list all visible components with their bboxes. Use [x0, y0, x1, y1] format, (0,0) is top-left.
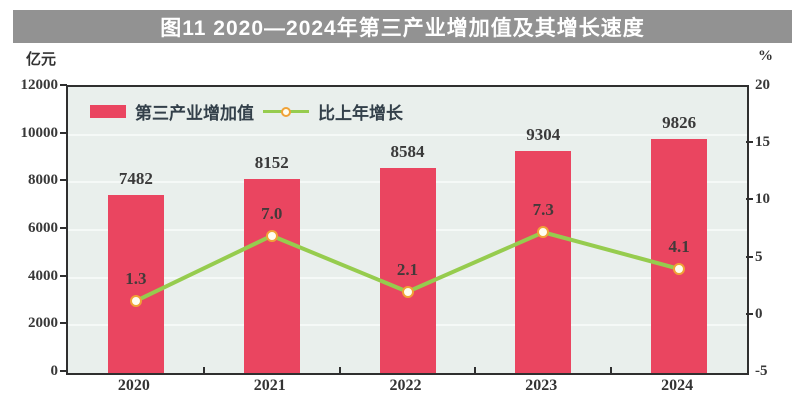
line-value-label: 4.1: [668, 236, 690, 256]
y2-axis-tick-label: 20: [755, 77, 770, 93]
x-axis-tick-label: 2020: [117, 377, 150, 394]
y-axis-tickmark: [60, 274, 67, 277]
x-axis-tick-label: 2021: [253, 377, 286, 394]
y-axis-tick-label: 6000: [28, 220, 58, 236]
plot-area: 第三产业增加值 比上年增长 7482 8152 8584 9304 9826 1.3 7.0…: [66, 85, 749, 375]
y2-axis-tick-label: -5: [755, 363, 768, 379]
figure-title: 图11 2020—2024年第三产业增加值及其增长速度: [160, 16, 645, 40]
y-axis-tick-label: 2000: [28, 315, 58, 332]
x-axis-tickmark: [202, 367, 205, 373]
y-axis-tick-label: 0: [50, 363, 59, 379]
y-axis-tickmark: [60, 179, 67, 182]
line-sample-marker-icon: [281, 107, 291, 117]
y2-axis-tickmark: [746, 255, 753, 258]
bar-value-label: 9304: [526, 125, 561, 145]
bar-series-swatch: [90, 105, 126, 118]
y2-axis-tickmark: [746, 198, 753, 201]
bar-value-label: 7482: [118, 168, 153, 188]
bar-series-legend-label: 第三产业增加值: [135, 104, 254, 123]
chart-legend: 第三产业增加值 比上年增长: [90, 99, 403, 124]
bar: [515, 151, 572, 373]
line-value-label: 1.3: [125, 268, 147, 288]
y-axis-tickmark: [60, 131, 67, 134]
line-value-label: 2.1: [396, 259, 419, 279]
line-value-label: 7.3: [532, 200, 554, 220]
bar-value-label: 8152: [254, 152, 289, 172]
line-series-legend-label: 比上年增长: [318, 104, 403, 123]
x-axis-tick-label: 2022: [389, 377, 422, 394]
x-axis-tickmark: [474, 367, 477, 373]
y-axis-tickmark: [60, 227, 67, 229]
line-point-marker: [129, 294, 142, 307]
y-axis-tick-label: 12000: [20, 77, 59, 93]
y-axis-tick-label: 10000: [20, 124, 59, 141]
line-value-label: 7.0: [261, 203, 283, 223]
y-axis-tickmark: [60, 84, 67, 86]
bar-value-label: 9826: [662, 112, 697, 132]
x-axis-tickmark: [610, 367, 613, 373]
y2-axis-tick-label: 10: [755, 191, 770, 208]
x-axis-tick-label: 2023: [525, 377, 558, 394]
x-axis-tickmark: [338, 367, 341, 373]
line-point-marker: [673, 262, 686, 275]
y2-axis-tick-label: 15: [755, 134, 770, 151]
y2-axis-tick-label: 0: [755, 305, 763, 322]
figure-title-banner: 图11 2020—2024年第三产业增加值及其增长速度: [13, 10, 792, 43]
x-axis-tick-label: 2024: [661, 377, 694, 394]
bar-value-label: 8584: [390, 142, 425, 162]
left-axis-unit-label: 亿元: [26, 52, 57, 68]
y-axis-tickmark: [60, 322, 67, 325]
line-point-marker: [401, 285, 414, 298]
y2-axis-tickmark: [746, 312, 753, 315]
line-point-marker: [537, 226, 550, 239]
gridline: [68, 133, 747, 136]
right-axis-unit-label: %: [758, 48, 773, 64]
y-axis-tick-label: 8000: [28, 172, 58, 189]
y-axis-tick-label: 4000: [28, 267, 58, 284]
y-axis-tickmark: [60, 370, 67, 372]
y2-axis-tickmark: [746, 141, 753, 144]
line-series-sample: [263, 105, 309, 118]
y2-axis-tick-label: 5: [755, 248, 763, 265]
line-point-marker: [265, 229, 278, 242]
